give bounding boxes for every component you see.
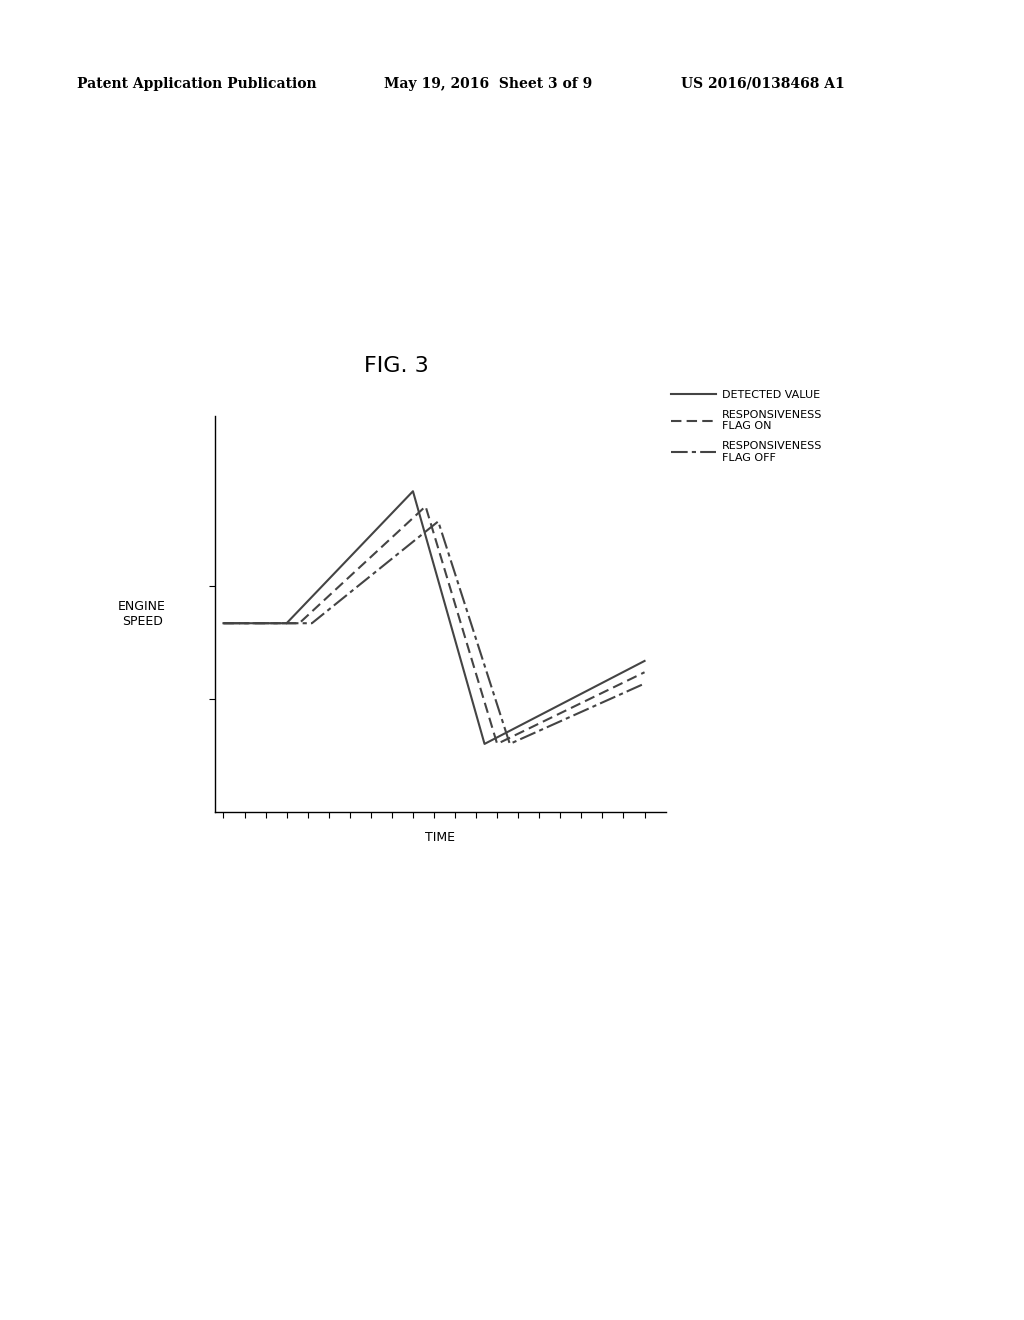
Y-axis label: ENGINE
SPEED: ENGINE SPEED	[118, 599, 166, 628]
Text: May 19, 2016  Sheet 3 of 9: May 19, 2016 Sheet 3 of 9	[384, 77, 592, 91]
Legend: DETECTED VALUE, RESPONSIVENESS
FLAG ON, RESPONSIVENESS
FLAG OFF: DETECTED VALUE, RESPONSIVENESS FLAG ON, …	[671, 389, 822, 463]
X-axis label: TIME: TIME	[425, 830, 456, 843]
Text: Patent Application Publication: Patent Application Publication	[77, 77, 316, 91]
Text: US 2016/0138468 A1: US 2016/0138468 A1	[681, 77, 845, 91]
Text: FIG. 3: FIG. 3	[364, 356, 428, 376]
